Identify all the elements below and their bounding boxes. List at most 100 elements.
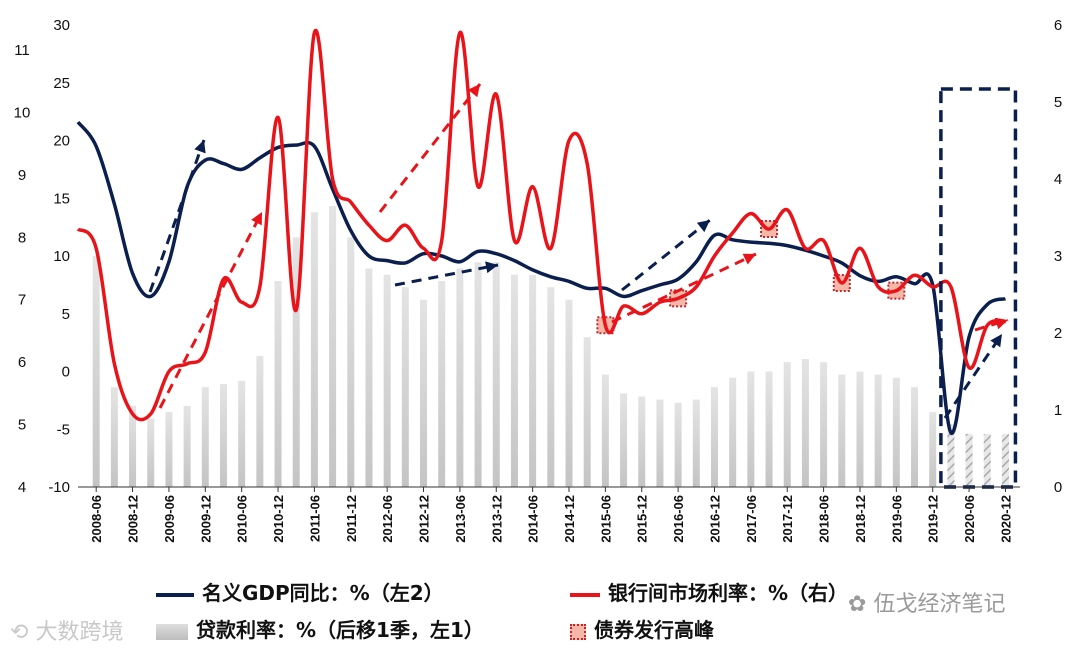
loan-bar — [692, 399, 700, 487]
loan-bar — [365, 268, 373, 487]
legend-rate: 银行间市场利率：%（右） — [570, 577, 848, 606]
x-tick-label: 2009-12 — [198, 495, 213, 543]
series-lines — [76, 28, 1006, 435]
legend-bond-label: 债券发行高峰 — [594, 618, 714, 642]
loan-bar — [110, 387, 118, 487]
arrow-navy-1 — [148, 139, 206, 293]
legend-loan: 贷款利率：%（后移1季，左1） — [156, 614, 484, 643]
arrow-navy-4 — [943, 333, 1004, 419]
loan-bar — [765, 371, 773, 487]
right-tick-label: 5 — [1054, 94, 1062, 111]
left2-tick-label: -10 — [48, 479, 70, 496]
left2-tick-label: 30 — [53, 17, 70, 34]
loan-bar — [820, 362, 828, 487]
loan-bar — [947, 424, 955, 487]
left1-tick-label: 4 — [18, 479, 26, 496]
highlight-box — [939, 87, 1018, 489]
x-tick-label: 2008-12 — [126, 495, 141, 543]
right-tick-label: 4 — [1054, 171, 1062, 188]
loan-bar — [165, 412, 173, 487]
left2-tick-label: 0 — [62, 364, 70, 381]
left1-tick-label: 11 — [14, 42, 30, 59]
loan-bar — [638, 396, 646, 487]
arrow-red-2-head — [467, 84, 480, 98]
x-tick-label: 2010-12 — [271, 495, 286, 543]
nominal-gdp-line — [76, 120, 1006, 435]
left2-tick-label: 25 — [53, 75, 70, 92]
legend-loan-swatch — [156, 623, 188, 640]
right-tick-label: 1 — [1054, 402, 1062, 419]
arrow-red-2 — [378, 83, 482, 213]
loan-bar — [219, 383, 227, 487]
loan-bar — [456, 268, 464, 487]
loan-bar — [183, 405, 191, 487]
left2-tick-label: -5 — [57, 421, 70, 438]
x-tick-label: 2015-06 — [598, 495, 613, 543]
arrow-navy-4-head — [990, 334, 1002, 348]
loan-bar — [420, 299, 428, 487]
x-tick-label: 2012-12 — [417, 495, 432, 543]
left1-tick-label: 6 — [18, 354, 26, 371]
loan-bar — [274, 280, 282, 487]
arrow-red-1 — [158, 211, 264, 409]
loan-bar — [656, 399, 664, 487]
loan-bar — [129, 405, 137, 487]
loan-bar — [583, 337, 591, 487]
arrow-red-3 — [611, 252, 757, 324]
loan-bar — [201, 387, 209, 487]
axes: 4 5 6 7 8 9 10 11 -10 -5 0 5 10 15 20 25 30 0 1 2 3 4 5 6 2008-0… — [14, 17, 1063, 543]
arrow-red-4 — [974, 318, 1009, 332]
x-tick-label: 2019-12 — [926, 495, 941, 543]
arrow-navy-1-head — [194, 140, 206, 154]
x-tick-label: 2009-06 — [162, 495, 177, 543]
legend-gdp-swatch — [156, 592, 194, 597]
left2-tick-label: 20 — [53, 133, 70, 150]
loan-bar — [347, 237, 355, 487]
loan-bar — [674, 402, 682, 487]
loan-bar — [510, 274, 518, 487]
loan-bar — [256, 355, 264, 487]
arrow-navy-2-head — [485, 261, 498, 274]
loan-bar — [911, 387, 919, 487]
loan-bar — [892, 377, 900, 487]
loan-bar — [438, 280, 446, 487]
x-tick-label: 2017-12 — [780, 495, 795, 543]
loan-bar — [565, 299, 573, 487]
right-tick-label: 6 — [1054, 17, 1062, 34]
x-tick-label: 2013-12 — [489, 495, 504, 543]
loan-bar — [1001, 433, 1009, 487]
loan-bar — [747, 371, 755, 487]
legend-rate-swatch — [570, 592, 600, 597]
x-tick-label: 2016-06 — [671, 495, 686, 543]
legend-loan-label: 贷款利率：%（后移1季，左1） — [196, 618, 484, 642]
x-tick-label: 2008-06 — [89, 495, 104, 543]
x-tick-label: 2020-12 — [998, 495, 1013, 543]
loan-bar — [983, 433, 991, 487]
right-tick-label: 0 — [1054, 479, 1062, 496]
x-tick-label: 2010-06 — [235, 495, 250, 543]
loan-bar — [329, 206, 337, 487]
x-tick-label: 2017-06 — [744, 495, 759, 543]
watermark-right-text: 伍戈经济笔记 — [873, 592, 1006, 617]
wechat-icon: ✿ — [848, 592, 867, 617]
loan-bar — [783, 362, 791, 487]
loan-bar — [147, 418, 155, 487]
watermark-right: ✿ 伍戈经济笔记 — [848, 586, 1005, 618]
loan-bar — [620, 393, 628, 487]
loan-bar — [292, 237, 300, 487]
x-tick-label: 2013-06 — [453, 495, 468, 543]
x-tick-label: 2018-12 — [853, 495, 868, 543]
loan-bar — [401, 287, 409, 487]
loan-bar — [547, 287, 555, 487]
loan-bar — [492, 262, 500, 487]
left1-tick-label: 9 — [18, 167, 26, 184]
x-tick-label: 2018-06 — [817, 495, 832, 543]
loan-bar — [92, 256, 100, 487]
loan-bar — [801, 359, 809, 487]
interbank-rate-line — [76, 28, 1006, 422]
legend-gdp-label: 名义GDP同比：%（左2） — [202, 581, 444, 605]
loan-bar — [529, 274, 537, 487]
loan-bar — [838, 374, 846, 487]
watermark-left-text: 大数跨境 — [35, 620, 124, 645]
